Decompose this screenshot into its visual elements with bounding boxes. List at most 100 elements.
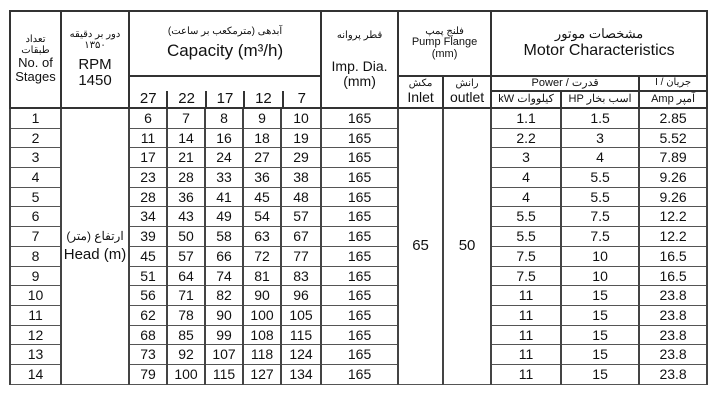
stage-cell: 3 bbox=[9, 147, 62, 169]
capacity-cell: 127 bbox=[242, 363, 282, 385]
capacity-cell: 83 bbox=[279, 265, 323, 287]
capacity-cell: 108 bbox=[242, 324, 282, 346]
imp-dia-cell: 165 bbox=[320, 107, 400, 129]
head-label-cell: ارتفاع (متر) Head (m) bbox=[60, 107, 130, 385]
stages-header: تعداد طبقات No. of Stages bbox=[9, 10, 62, 109]
stage-cell: 7 bbox=[9, 226, 62, 247]
table-row: 13 73 92 107 118 124 165 11 15 23.8 bbox=[9, 344, 709, 365]
amp-cell: 23.8 bbox=[638, 324, 709, 346]
hp-cell: 15 bbox=[560, 324, 641, 346]
capacity-cell: 21 bbox=[166, 147, 206, 169]
hp-cell: 5.5 bbox=[560, 167, 641, 188]
hp-cell: 7.5 bbox=[560, 206, 641, 228]
pump-spec-table: تعداد طبقات No. of Stages دور بر دقیقه ۱۳… bbox=[9, 10, 709, 385]
stage-cell: 1 bbox=[9, 107, 62, 129]
amp-cell: 2.85 bbox=[638, 107, 709, 129]
capacity-cell: 51 bbox=[128, 265, 168, 287]
capacity-cell: 6 bbox=[128, 107, 168, 129]
table-row: 11 62 78 90 100 105 165 11 15 23.8 bbox=[9, 304, 709, 326]
capacity-cell: 124 bbox=[279, 344, 323, 365]
imp-dia-cell: 165 bbox=[320, 245, 400, 267]
capacity-cell: 54 bbox=[242, 206, 282, 228]
capacity-cell: 64 bbox=[166, 265, 206, 287]
stage-cell: 13 bbox=[9, 344, 62, 365]
capacity-cell: 23 bbox=[128, 167, 168, 188]
amp-cell: 7.89 bbox=[638, 147, 709, 169]
hp-cell: 15 bbox=[560, 304, 641, 326]
kw-cell: 5.5 bbox=[490, 226, 563, 247]
capacity-cell: 41 bbox=[204, 186, 244, 208]
hp-cell: 10 bbox=[560, 245, 641, 267]
outlet-cell: 50 bbox=[442, 107, 493, 385]
hp-cell: 10 bbox=[560, 265, 641, 287]
amp-cell: 9.26 bbox=[638, 186, 709, 208]
kw-cell: 11 bbox=[490, 344, 563, 365]
imp-dia-cell: 165 bbox=[320, 265, 400, 287]
head-label-en: Head (m) bbox=[63, 245, 127, 263]
inlet-cell: 65 bbox=[397, 107, 445, 385]
amp-cell: 23.8 bbox=[638, 285, 709, 306]
capacity-cell: 57 bbox=[279, 206, 323, 228]
amp-cell: 16.5 bbox=[638, 265, 709, 287]
capacity-cell: 14 bbox=[166, 127, 206, 149]
capacity-cell: 9 bbox=[242, 107, 282, 129]
capacity-cell: 48 bbox=[279, 186, 323, 208]
imp-dia-cell: 165 bbox=[320, 344, 400, 365]
amp-header: Amp آمپر bbox=[638, 90, 709, 109]
current-header: جریان / I bbox=[638, 75, 709, 92]
capacity-cell: 115 bbox=[204, 363, 244, 385]
kw-cell: 4 bbox=[490, 167, 563, 188]
capacity-col: 12 bbox=[243, 91, 281, 106]
pump-flange-header: فلنج پمپ Pump Flange (mm) bbox=[397, 10, 493, 77]
capacity-cell: 24 bbox=[204, 147, 244, 169]
rpm-header: دور بر دقیقه ۱۳۵۰ RPM 1450 bbox=[60, 10, 130, 109]
capacity-cell: 39 bbox=[128, 226, 168, 247]
stage-cell: 4 bbox=[9, 167, 62, 188]
capacity-cell: 45 bbox=[242, 186, 282, 208]
capacity-cell: 90 bbox=[204, 304, 244, 326]
capacity-cell: 36 bbox=[242, 167, 282, 188]
table-row: 9 51 64 74 81 83 165 7.5 10 16.5 bbox=[9, 265, 709, 287]
table-row: 14 79 100 115 127 134 165 11 15 23.8 bbox=[9, 363, 709, 385]
capacity-cell: 77 bbox=[279, 245, 323, 267]
capacity-cell: 72 bbox=[242, 245, 282, 267]
hp-cell: 15 bbox=[560, 285, 641, 306]
table-row: 1 ارتفاع (متر) Head (m) 6 7 8 9 10 165 65 50 1.1 1.5… bbox=[9, 107, 709, 385]
capacity-cell: 99 bbox=[204, 324, 244, 346]
capacity-cell: 38 bbox=[279, 167, 323, 188]
hp-cell: 15 bbox=[560, 363, 641, 385]
amp-cell: 23.8 bbox=[638, 363, 709, 385]
capacity-cell: 73 bbox=[128, 344, 168, 365]
kw-cell: 7.5 bbox=[490, 265, 563, 287]
kw-cell: 11 bbox=[490, 363, 563, 385]
table-row: 3 17 21 24 27 29 165 3 4 7.89 bbox=[9, 147, 709, 169]
capacity-cell: 81 bbox=[242, 265, 282, 287]
kw-cell: 11 bbox=[490, 285, 563, 306]
imp-dia-cell: 165 bbox=[320, 167, 400, 188]
outlet-header: رانش outlet bbox=[442, 75, 493, 109]
capacity-cell: 71 bbox=[166, 285, 206, 306]
kw-cell: 3 bbox=[490, 147, 563, 169]
imp-dia-cell: 165 bbox=[320, 147, 400, 169]
table-row: 7 39 50 58 63 67 165 5.5 7.5 12.2 bbox=[9, 226, 709, 247]
capacity-cell: 50 bbox=[166, 226, 206, 247]
capacity-col: 17 bbox=[204, 91, 243, 106]
kw-cell: 11 bbox=[490, 304, 563, 326]
capacity-cell: 34 bbox=[128, 206, 168, 228]
hp-header: HP اسب بخار bbox=[560, 90, 641, 109]
capacity-cell: 66 bbox=[204, 245, 244, 267]
amp-cell: 5.52 bbox=[638, 127, 709, 149]
table-row: 8 45 57 66 72 77 165 7.5 10 16.5 bbox=[9, 245, 709, 267]
amp-cell: 9.26 bbox=[638, 167, 709, 188]
kw-cell: 11 bbox=[490, 324, 563, 346]
capacity-cell: 115 bbox=[279, 324, 323, 346]
capacity-cell: 74 bbox=[204, 265, 244, 287]
kw-cell: 7.5 bbox=[490, 245, 563, 267]
capacity-cell: 68 bbox=[128, 324, 168, 346]
capacity-cell: 90 bbox=[242, 285, 282, 306]
imp-dia-cell: 165 bbox=[320, 285, 400, 306]
capacity-cell: 43 bbox=[166, 206, 206, 228]
capacity-cell: 82 bbox=[204, 285, 244, 306]
amp-cell: 23.8 bbox=[638, 304, 709, 326]
amp-cell: 16.5 bbox=[638, 245, 709, 267]
